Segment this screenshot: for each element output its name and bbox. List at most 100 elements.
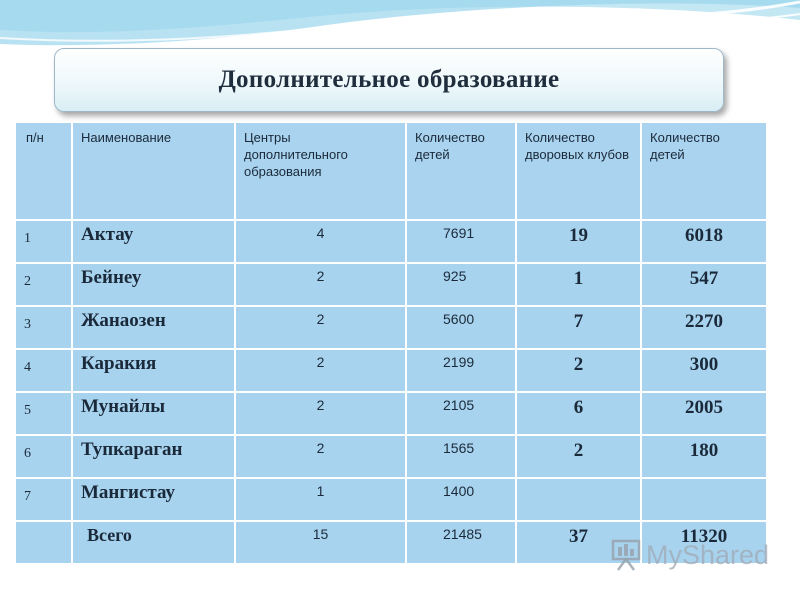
cell-club-children: 2005 bbox=[640, 391, 768, 436]
cell-num: 3 bbox=[14, 305, 73, 350]
cell-club-children: 547 bbox=[640, 262, 768, 307]
cell-num: 6 bbox=[14, 434, 73, 479]
row-number: 7 bbox=[24, 489, 31, 504]
cell-name: Всего bbox=[71, 520, 236, 565]
header-cell: Наименование bbox=[71, 121, 236, 221]
total-number bbox=[17, 523, 70, 532]
row-name: Мангистау bbox=[81, 482, 175, 503]
header-club-children-label: Количество детей bbox=[650, 130, 720, 162]
row-children: 1400 bbox=[443, 483, 475, 499]
row-club-children: 2270 bbox=[685, 311, 723, 332]
row-club-children: 300 bbox=[689, 354, 719, 375]
cell-club-children: 2270 bbox=[640, 305, 768, 350]
cell-name: Тупкараган bbox=[71, 434, 236, 479]
cell-centers: 4 bbox=[234, 219, 407, 264]
table-row: 2 Бейнеу 2 925 1 547 bbox=[14, 262, 768, 307]
row-club-children: 547 bbox=[689, 268, 719, 289]
cell-name: Жанаозен bbox=[71, 305, 236, 350]
cell-name: Каракия bbox=[71, 348, 236, 393]
cell-club-children: 11320 bbox=[640, 520, 768, 565]
cell-num: 1 bbox=[14, 219, 73, 264]
cell-centers: 2 bbox=[234, 262, 407, 307]
cell-club-children: 180 bbox=[640, 434, 768, 479]
cell-club-children: 300 bbox=[640, 348, 768, 393]
cell-clubs: 2 bbox=[515, 348, 642, 393]
cell-centers: 15 bbox=[234, 520, 407, 565]
total-label: Всего bbox=[87, 525, 132, 545]
row-number: 1 bbox=[24, 231, 31, 246]
cell-num: 7 bbox=[14, 477, 73, 522]
cell-club-children bbox=[640, 477, 768, 522]
row-name: Тупкараган bbox=[81, 439, 183, 460]
table-row: 6 Тупкараган 2 1565 2 180 bbox=[14, 434, 768, 479]
table-total-row: Всего 15 21485 37 11320 bbox=[14, 520, 768, 565]
cell-num: 5 bbox=[14, 391, 73, 436]
cell-name: Мунайлы bbox=[71, 391, 236, 436]
row-children: 5600 bbox=[443, 311, 475, 327]
cell-children: 5600 bbox=[405, 305, 517, 350]
page-title: Дополнительное образование bbox=[218, 66, 560, 93]
cell-name: Бейнеу bbox=[71, 262, 236, 307]
wave-background bbox=[0, 0, 800, 47]
cell-club-children: 6018 bbox=[640, 219, 768, 264]
table-row: 5 Мунайлы 2 2105 6 2005 bbox=[14, 391, 768, 436]
header-centers-label: Центры дополнительного образования bbox=[244, 130, 348, 179]
cell-children: 1565 bbox=[405, 434, 517, 479]
cell-clubs: 2 bbox=[515, 434, 642, 479]
cell-num: 4 bbox=[14, 348, 73, 393]
total-centers: 15 bbox=[312, 526, 329, 542]
header-children-label: Количество детей bbox=[415, 130, 485, 162]
cell-centers: 2 bbox=[234, 434, 407, 479]
header-cell: Количество дворовых клубов bbox=[515, 121, 642, 221]
row-children: 925 bbox=[443, 268, 467, 284]
row-children: 7691 bbox=[443, 225, 475, 241]
data-table: п/н Наименование Центры дополнительного … bbox=[14, 121, 768, 565]
header-clubs-label: Количество дворовых клубов bbox=[525, 130, 630, 162]
header-cell: п/н bbox=[14, 121, 73, 221]
row-name: Жанаозен bbox=[81, 310, 166, 331]
row-number: 5 bbox=[24, 403, 31, 418]
cell-name: Мангистау bbox=[71, 477, 236, 522]
cell-centers: 1 bbox=[234, 477, 407, 522]
table-row: 1 Актау 4 7691 19 6018 bbox=[14, 219, 768, 264]
cell-clubs: 37 bbox=[515, 520, 642, 565]
table-row: 7 Мангистау 1 1400 bbox=[14, 477, 768, 522]
row-number: 6 bbox=[24, 446, 31, 461]
row-number: 4 bbox=[24, 360, 31, 375]
cell-num bbox=[14, 520, 73, 565]
total-club-children: 11320 bbox=[680, 526, 728, 547]
row-club-children: 180 bbox=[689, 440, 719, 461]
header-name-label: Наименование bbox=[81, 130, 172, 145]
cell-children: 925 bbox=[405, 262, 517, 307]
table-row: 4 Каракия 2 2199 2 300 bbox=[14, 348, 768, 393]
row-centers: 2 bbox=[316, 397, 325, 413]
cell-num: 2 bbox=[14, 262, 73, 307]
cell-clubs: 7 bbox=[515, 305, 642, 350]
cell-centers: 2 bbox=[234, 391, 407, 436]
row-clubs bbox=[518, 480, 639, 483]
cell-children: 21485 bbox=[405, 520, 517, 565]
row-clubs: 19 bbox=[569, 225, 588, 246]
row-name: Мунайлы bbox=[81, 396, 166, 417]
row-children: 1565 bbox=[443, 440, 475, 456]
row-club-children bbox=[643, 480, 765, 483]
row-club-children: 2005 bbox=[685, 397, 723, 418]
row-clubs: 7 bbox=[573, 311, 584, 332]
row-name: Каракия bbox=[81, 353, 157, 374]
row-centers: 2 bbox=[316, 440, 325, 456]
cell-clubs: 6 bbox=[515, 391, 642, 436]
row-number: 3 bbox=[24, 317, 31, 332]
cell-clubs: 19 bbox=[515, 219, 642, 264]
header-num-label: п/н bbox=[26, 130, 44, 145]
row-centers: 4 bbox=[316, 225, 325, 241]
total-children: 21485 bbox=[443, 526, 482, 542]
row-name: Актау bbox=[81, 224, 134, 245]
row-clubs: 6 bbox=[573, 397, 584, 418]
header-cell: Центры дополнительного образования bbox=[234, 121, 407, 221]
cell-centers: 2 bbox=[234, 348, 407, 393]
row-number: 2 bbox=[24, 274, 31, 289]
table-header-row: п/н Наименование Центры дополнительного … bbox=[14, 121, 768, 221]
cell-centers: 2 bbox=[234, 305, 407, 350]
row-clubs: 2 bbox=[573, 440, 584, 461]
row-centers: 1 bbox=[316, 483, 325, 499]
